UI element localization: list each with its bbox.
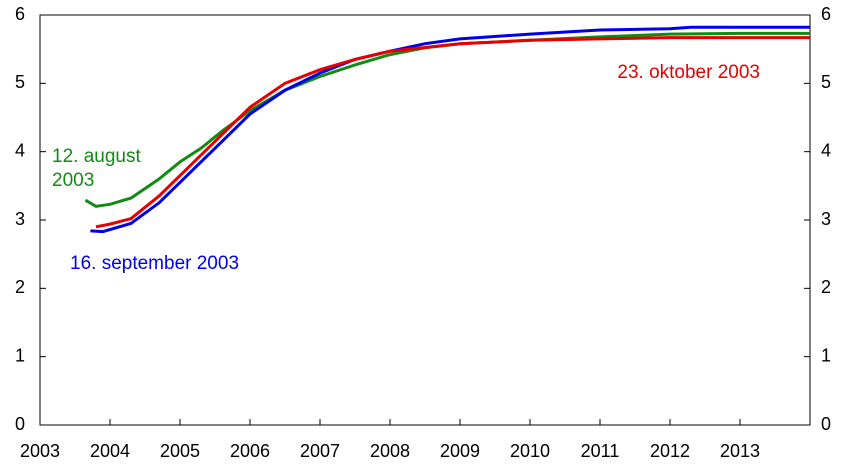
x-tick-label: 2007 bbox=[300, 441, 340, 461]
y-tick-label: 0 bbox=[15, 414, 25, 434]
series-line bbox=[84, 31, 810, 208]
y-tick-label: 3 bbox=[15, 209, 25, 229]
y-tick-label: 1 bbox=[15, 345, 25, 365]
series-label: 12. august 2003 bbox=[52, 146, 141, 191]
y2-tick-label: 5 bbox=[821, 72, 831, 92]
x-tick-label: 2004 bbox=[90, 441, 130, 461]
y2-tick-label: 4 bbox=[821, 140, 831, 160]
y2-tick-label: 0 bbox=[821, 414, 831, 434]
x-tick-label: 2009 bbox=[440, 441, 480, 461]
series-line bbox=[95, 36, 810, 229]
series-label: 16. september 2003 bbox=[70, 253, 240, 274]
x-tick-label: 2010 bbox=[510, 441, 550, 461]
x-tick-label: 2013 bbox=[720, 441, 760, 461]
series-line bbox=[90, 25, 810, 234]
y2-tick-label: 6 bbox=[821, 4, 831, 24]
x-tick-label: 2008 bbox=[370, 441, 410, 461]
y-tick-label: 6 bbox=[15, 4, 25, 24]
x-tick-label: 2003 bbox=[20, 441, 60, 461]
x-tick-label: 2011 bbox=[581, 441, 620, 461]
series-label: 23. oktober 2003 bbox=[617, 62, 760, 83]
y-tick-label: 4 bbox=[15, 140, 25, 160]
y2-tick-label: 2 bbox=[821, 277, 831, 297]
y2-tick-label: 1 bbox=[821, 345, 831, 365]
y-tick-label: 2 bbox=[15, 277, 25, 297]
x-tick-label: 2005 bbox=[160, 441, 200, 461]
x-tick-label: 2012 bbox=[650, 441, 690, 461]
y2-tick-label: 3 bbox=[821, 209, 831, 229]
x-tick-label: 2006 bbox=[230, 441, 270, 461]
y-tick-label: 5 bbox=[15, 72, 25, 92]
